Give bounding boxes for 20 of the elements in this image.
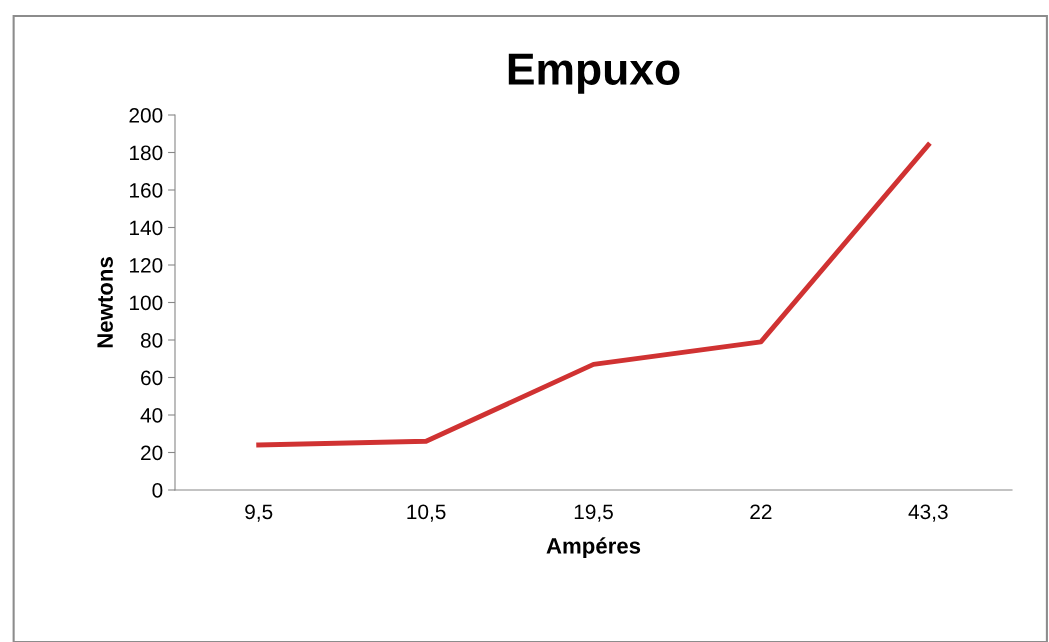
y-axis-title: Newtons: [97, 257, 113, 348]
x-tick-label: 9,5: [245, 504, 273, 522]
y-tick-label: 160: [130, 183, 163, 198]
chart-title: Empuxo: [508, 53, 680, 94]
y-tick-label: 80: [140, 333, 163, 348]
y-tick-label: 20: [141, 445, 163, 461]
y-tick-label: 200: [129, 108, 163, 123]
x-tick-label: 22: [750, 504, 772, 519]
y-tick-label: 0: [152, 483, 163, 498]
y-tick-label: 100: [130, 295, 163, 311]
x-axis-title: Ampéres: [546, 537, 641, 559]
line-series: [256, 142, 931, 448]
x-tick-label: 19,5: [574, 504, 613, 522]
y-tick-label: 120: [130, 258, 163, 273]
y-tick-label: 60: [141, 370, 163, 386]
y-tick-label: 140: [130, 220, 163, 236]
x-tick-label: 43,3: [908, 504, 948, 522]
x-tick-label: 10,5: [407, 504, 446, 522]
y-tick-label: 180: [130, 145, 163, 161]
y-tick-label: 40: [140, 408, 163, 423]
